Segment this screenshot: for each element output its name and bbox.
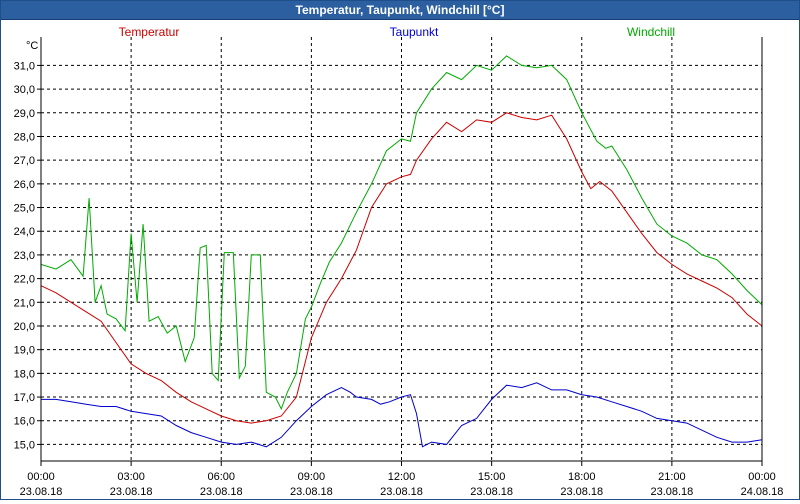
x-tick-time-label: 15:00 — [478, 471, 506, 483]
x-tick-date-label: 23.08.18 — [380, 486, 423, 498]
y-tick-label: 27,0 — [14, 155, 35, 167]
y-tick-label: 26,0 — [14, 179, 35, 191]
y-tick-label: 30,0 — [14, 84, 35, 96]
series-line-temperatur — [40, 112, 763, 424]
y-tick-label: 16,0 — [14, 416, 35, 428]
y-tick-label: 19,0 — [14, 345, 35, 357]
x-tick-time-label: 18:00 — [568, 471, 596, 483]
window-title: Temperatur, Taupunkt, Windchill [°C] — [1, 1, 799, 20]
x-tick-date-label: 23.08.18 — [20, 486, 63, 498]
x-tick-time-label: 06:00 — [207, 471, 235, 483]
x-tick-date-label: 23.08.18 — [290, 486, 333, 498]
y-tick-label: 29,0 — [14, 108, 35, 120]
legend-windchill: Windchill — [627, 25, 675, 39]
legend-temperatur: Temperatur — [119, 25, 180, 39]
y-tick-label: 24,0 — [14, 226, 35, 238]
y-tick-label: 15,0 — [14, 439, 35, 451]
chart-area: 15,0 16,0 17,0 18,0 19,0 20,0 21,0 22,0 23,0 24,0… — [1, 20, 799, 499]
x-tick-time-label: 00:00 — [748, 471, 776, 483]
x-tick-time-label: 21:00 — [658, 471, 686, 483]
x-tick-date-label: 23.08.18 — [560, 486, 603, 498]
y-tick-label: 31,0 — [14, 60, 35, 72]
x-tick-date-label: 23.08.18 — [200, 486, 243, 498]
grid — [41, 37, 762, 461]
y-tick-label: 18,0 — [14, 368, 35, 380]
x-tick-date-label: 23.08.18 — [470, 486, 513, 498]
series-line-taupunkt — [41, 382, 763, 448]
y-tick-label: 22,0 — [14, 274, 35, 286]
x-tick-date-label: 23.08.18 — [650, 486, 693, 498]
y-tick-label: 25,0 — [14, 203, 35, 215]
x-tick-date-label: 23.08.18 — [110, 486, 153, 498]
x-tick-time-label: 00:00 — [27, 471, 55, 483]
axes — [37, 37, 763, 466]
series-line-windchill — [40, 55, 763, 411]
y-tick-label: 21,0 — [14, 297, 35, 309]
labels: 15,0 16,0 17,0 18,0 19,0 20,0 21,0 22,0 23,0 24,0… — [14, 25, 784, 498]
y-tick-label: 28,0 — [14, 131, 35, 143]
y-tick-label: 20,0 — [14, 321, 35, 333]
y-axis-unit: °C — [26, 40, 38, 52]
x-tick-date-label: 24.08.18 — [741, 486, 784, 498]
legend-taupunkt: Taupunkt — [390, 25, 439, 39]
line-chart: 15,0 16,0 17,0 18,0 19,0 20,0 21,0 22,0 23,0 24,0… — [14, 25, 784, 498]
x-tick-time-label: 09:00 — [298, 471, 326, 483]
y-tick-label: 17,0 — [14, 392, 35, 404]
x-tick-time-label: 12:00 — [388, 471, 416, 483]
x-tick-time-label: 03:00 — [117, 471, 145, 483]
y-tick-label: 23,0 — [14, 250, 35, 262]
series-layer — [40, 55, 763, 448]
